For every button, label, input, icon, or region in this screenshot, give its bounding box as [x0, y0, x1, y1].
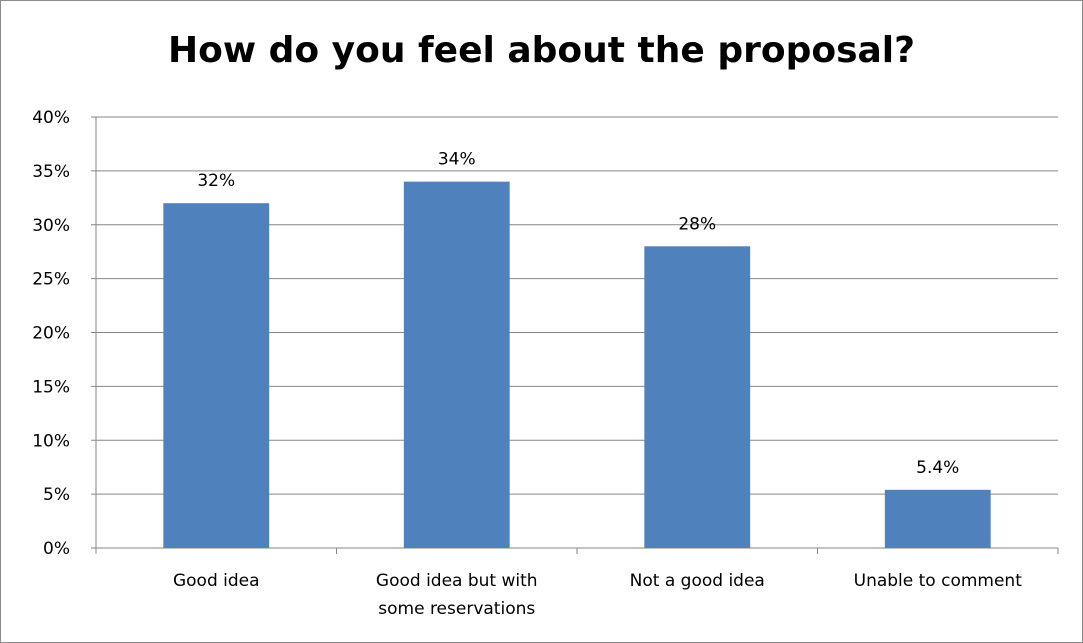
category-label: some reservations: [378, 599, 535, 619]
y-tick-label: 20%: [32, 324, 70, 344]
data-label: 32%: [197, 171, 235, 191]
bar: [403, 181, 510, 548]
bar: [644, 246, 751, 549]
y-tick-label: 5%: [43, 485, 70, 505]
bar: [884, 489, 991, 548]
data-label: 28%: [678, 214, 716, 234]
y-tick-label: 40%: [32, 108, 70, 128]
y-tick-label: 25%: [32, 270, 70, 290]
bar: [163, 203, 270, 548]
y-tick-label: 30%: [32, 216, 70, 236]
category-label: Good idea: [173, 571, 260, 591]
data-label: 34%: [438, 150, 476, 170]
y-tick-label: 35%: [32, 162, 70, 182]
y-tick-label: 10%: [32, 431, 70, 451]
y-tick-label: 0%: [43, 539, 70, 559]
category-label: Not a good idea: [630, 571, 765, 591]
category-label: Unable to comment: [854, 571, 1023, 591]
y-tick-label: 15%: [32, 377, 70, 397]
chart-title: How do you feel about the proposal?: [167, 30, 916, 71]
category-label: Good idea but with: [376, 571, 538, 591]
data-label: 5.4%: [916, 458, 959, 478]
